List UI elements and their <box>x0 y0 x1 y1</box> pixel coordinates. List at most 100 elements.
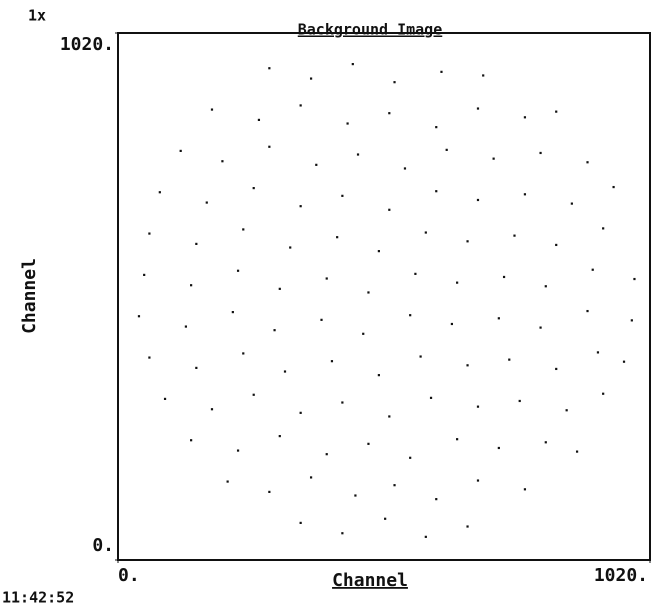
point <box>143 273 146 276</box>
chart-title: Background Image <box>298 21 443 39</box>
point <box>450 322 454 326</box>
point <box>523 193 527 196</box>
point <box>137 315 141 318</box>
point <box>283 370 287 373</box>
point <box>242 228 245 231</box>
point <box>513 234 516 237</box>
point <box>362 332 365 335</box>
plot-frame <box>117 32 651 561</box>
point <box>356 153 360 156</box>
point <box>419 355 422 358</box>
point <box>445 148 448 151</box>
point <box>190 284 193 287</box>
point <box>424 535 427 538</box>
point <box>210 108 214 111</box>
point <box>273 329 276 332</box>
point <box>435 126 438 129</box>
point <box>466 364 469 367</box>
point <box>148 356 151 359</box>
point <box>330 360 334 363</box>
point <box>252 393 255 396</box>
point <box>492 157 495 160</box>
point <box>555 243 558 247</box>
point <box>539 151 542 155</box>
point <box>523 116 527 119</box>
point <box>354 494 357 497</box>
point <box>236 269 240 272</box>
point <box>435 498 438 501</box>
point <box>148 232 151 235</box>
x-tick-label: 1020. <box>594 565 648 586</box>
point <box>518 399 521 403</box>
point <box>221 160 224 163</box>
point <box>544 441 547 444</box>
point <box>377 374 380 377</box>
point <box>591 268 594 271</box>
point <box>190 439 193 442</box>
point <box>289 246 292 249</box>
point <box>602 227 605 230</box>
point <box>163 397 167 400</box>
point <box>351 63 354 66</box>
point <box>268 490 271 493</box>
point <box>346 122 349 125</box>
point <box>633 277 636 281</box>
point <box>325 453 328 456</box>
point <box>268 145 271 148</box>
point <box>195 242 198 245</box>
point <box>278 287 281 290</box>
point <box>539 326 542 329</box>
point <box>268 67 271 70</box>
y-axis-label: Channel <box>19 258 40 334</box>
point <box>429 396 433 399</box>
point <box>384 517 387 520</box>
point <box>377 250 380 253</box>
point <box>622 360 626 363</box>
point <box>315 163 318 166</box>
point <box>456 281 459 284</box>
point <box>502 275 506 279</box>
point <box>231 311 234 314</box>
point <box>367 291 370 294</box>
point <box>476 405 480 408</box>
point <box>414 272 417 275</box>
point <box>325 277 328 280</box>
point <box>565 409 568 412</box>
point <box>456 438 459 441</box>
x-axis-label: Channel <box>332 570 408 591</box>
point <box>440 70 443 73</box>
point <box>523 488 527 491</box>
point <box>570 202 573 205</box>
point <box>586 161 589 164</box>
point <box>341 532 344 535</box>
point <box>497 446 500 450</box>
point <box>299 104 302 107</box>
point <box>226 480 229 483</box>
point <box>367 442 370 445</box>
point <box>403 167 407 170</box>
point <box>242 352 245 355</box>
point <box>336 236 339 239</box>
point <box>195 366 198 369</box>
point <box>596 351 600 354</box>
point <box>278 435 281 438</box>
point <box>466 525 469 528</box>
point <box>388 208 391 211</box>
point <box>393 81 396 84</box>
point <box>476 107 480 110</box>
point <box>388 415 391 418</box>
point <box>252 187 255 190</box>
footer: 11:42:52 <box>2 589 74 604</box>
point <box>210 408 214 411</box>
point <box>179 149 182 152</box>
point <box>482 74 485 77</box>
point <box>257 118 261 121</box>
point <box>476 479 480 482</box>
point <box>586 309 589 313</box>
point <box>409 456 412 459</box>
point <box>466 240 469 243</box>
point <box>184 325 188 328</box>
point <box>602 392 605 395</box>
y-tick-label: 1020. <box>60 34 114 55</box>
